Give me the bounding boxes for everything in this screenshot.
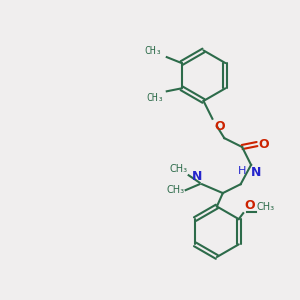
- Text: O: O: [259, 138, 269, 151]
- Text: H: H: [238, 166, 247, 176]
- Text: O: O: [245, 199, 255, 212]
- Text: CH₃: CH₃: [166, 185, 184, 195]
- Text: N: N: [251, 166, 261, 179]
- Text: N: N: [192, 170, 202, 183]
- Text: CH₃: CH₃: [169, 164, 187, 174]
- Text: O: O: [214, 120, 224, 133]
- Text: CH₃: CH₃: [145, 46, 162, 56]
- Text: CH₃: CH₃: [146, 93, 164, 103]
- Text: CH₃: CH₃: [256, 202, 275, 212]
